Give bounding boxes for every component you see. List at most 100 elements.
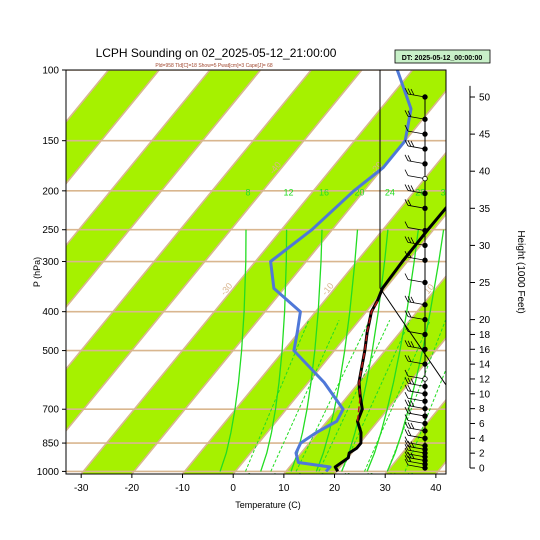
wind-barb-flag <box>410 237 415 244</box>
wind-barb-flag <box>407 310 412 318</box>
height-tick-label: 16 <box>479 345 491 356</box>
mixing-ratio-label: 32 <box>441 188 451 198</box>
wind-barb <box>407 453 426 458</box>
mixing-ratio-label: 16 <box>319 188 329 198</box>
wind-barb-flag <box>404 451 409 458</box>
wind-station-dot <box>422 331 428 338</box>
height-axis-label: Height (1000 Feet) <box>515 230 526 313</box>
wind-station-dot <box>422 257 428 263</box>
wind-station-dot <box>422 279 428 286</box>
wind-station-dot <box>422 405 428 412</box>
height-tick-label: 14 <box>479 360 491 371</box>
temperature-tick-label: -10 <box>175 483 190 494</box>
pressure-tick-label: 300 <box>42 257 59 268</box>
temperature-tick-label: -30 <box>74 483 89 494</box>
mixing-ratio-line <box>270 319 340 472</box>
moist-adiabat-line <box>260 229 288 472</box>
wind-barb-flag <box>404 340 409 347</box>
mixing-ratio-line <box>245 320 310 472</box>
pressure-tick-label: 400 <box>42 307 59 318</box>
temperature-tick-label: -20 <box>125 483 140 494</box>
parcel-line <box>356 300 379 422</box>
isotherm-line <box>181 151 446 474</box>
wind-barb-flag <box>404 325 409 332</box>
height-tick-label: 6 <box>479 419 485 430</box>
dt-label: DT: 2025-05-12_00:00:00 <box>402 55 483 62</box>
wind-barb-flag <box>407 199 412 206</box>
temperature-tick-label: 0 <box>230 483 236 494</box>
wind-barb-flag <box>410 441 415 448</box>
wind-barb-flag <box>404 221 409 228</box>
wind-barb-flag <box>410 422 415 430</box>
height-tick-label: 25 <box>479 278 491 289</box>
wind-station-dot <box>422 361 428 367</box>
wind-barb-flag <box>404 273 409 280</box>
height-tick-label: 0 <box>479 464 485 475</box>
wind-barb-flag <box>404 414 409 421</box>
plot-frame <box>65 69 447 475</box>
wind-panel-boundary <box>379 70 447 386</box>
wind-barb-flag <box>404 354 409 362</box>
temperature-tick-label: 40 <box>430 483 442 494</box>
isotherm-line <box>0 70 7 474</box>
wind-barb-flag <box>407 429 412 436</box>
isotherm-line <box>80 70 414 474</box>
wind-barb-flag <box>404 406 409 414</box>
height-tick-label: 30 <box>479 241 491 252</box>
wind-barb-flag <box>410 296 415 303</box>
wind-barb-flag <box>404 139 409 147</box>
wind-barb-flag <box>404 384 409 391</box>
wind-barb-flag <box>407 407 412 414</box>
pressure-tick-label: 150 <box>42 136 59 147</box>
dewpoint-line <box>269 70 413 473</box>
sounding-series <box>269 70 446 473</box>
y-axis-label: P (hPa) <box>32 257 42 287</box>
wind-barb-flag <box>407 377 412 385</box>
moist-adiabat-lines: 8 12 16 20 24 28 32 <box>219 188 451 472</box>
wind-barb <box>407 464 426 469</box>
wind-barb-flag <box>407 385 412 392</box>
wind-barb-flag <box>404 455 409 462</box>
dt-badge: DT: 2025-05-12_00:00:00 <box>394 49 491 64</box>
wind-barb-flag <box>410 185 415 192</box>
wind-station-dot <box>422 175 428 182</box>
wind-barb-flag <box>407 440 412 448</box>
temperature-tick-label: 10 <box>278 483 290 494</box>
pressure-tick-label: 700 <box>42 405 59 416</box>
temperature-tick-label: 20 <box>329 483 341 494</box>
wind-barb-flag <box>407 340 412 347</box>
wind-barb-flag <box>407 399 412 407</box>
wind-barb-flag <box>407 251 412 258</box>
isotherm-band <box>81 70 446 474</box>
moist-adiabat-line <box>366 229 419 472</box>
wind-barb-flag <box>404 251 409 258</box>
wind-barb-flag <box>404 399 409 406</box>
isotherm-line <box>131 89 446 474</box>
wind-barb <box>407 279 426 283</box>
height-tick-label: 4 <box>479 434 485 445</box>
wind-barb-flag <box>404 236 409 243</box>
temperature-line <box>333 205 446 473</box>
wind-station-dot <box>422 398 428 404</box>
height-axis: 0 2 4 6 8 10 12 14 16 18 20 25 30 35 40 45 50 <box>469 85 491 475</box>
wind-station-dot <box>422 391 428 397</box>
height-tick-label: 35 <box>479 204 491 215</box>
wind-barb-flag <box>407 444 412 451</box>
isotherm-lines <box>0 70 446 474</box>
plot-area: 2 4 6 8 10 12 14 16 8 12 16 20 24 28 32 -40-30-20-10 1… <box>0 70 451 474</box>
wind-station-dot <box>422 131 428 137</box>
height-tick-label: 50 <box>479 93 491 104</box>
wind-station-dot <box>422 428 428 434</box>
wind-barb-panel <box>379 70 447 471</box>
mixing-ratio-label: 20 <box>354 188 364 198</box>
chart-subtitle: Pld=958 Tld[C]=18 Show=5 Pwat[cm]=3 Cape… <box>155 63 273 69</box>
wind-barb-flag <box>404 440 409 447</box>
wind-barb-flag <box>404 458 409 466</box>
isotherm-line <box>283 275 446 474</box>
isotherm-line <box>66 70 262 309</box>
pressure-axis: 100 150 200 250 300 400 500 700 850 1000 <box>37 66 66 478</box>
mixing-ratio-line <box>404 368 446 472</box>
wind-barb-flag <box>410 452 415 459</box>
wind-barb <box>407 175 426 180</box>
wind-station-dot <box>422 443 428 449</box>
